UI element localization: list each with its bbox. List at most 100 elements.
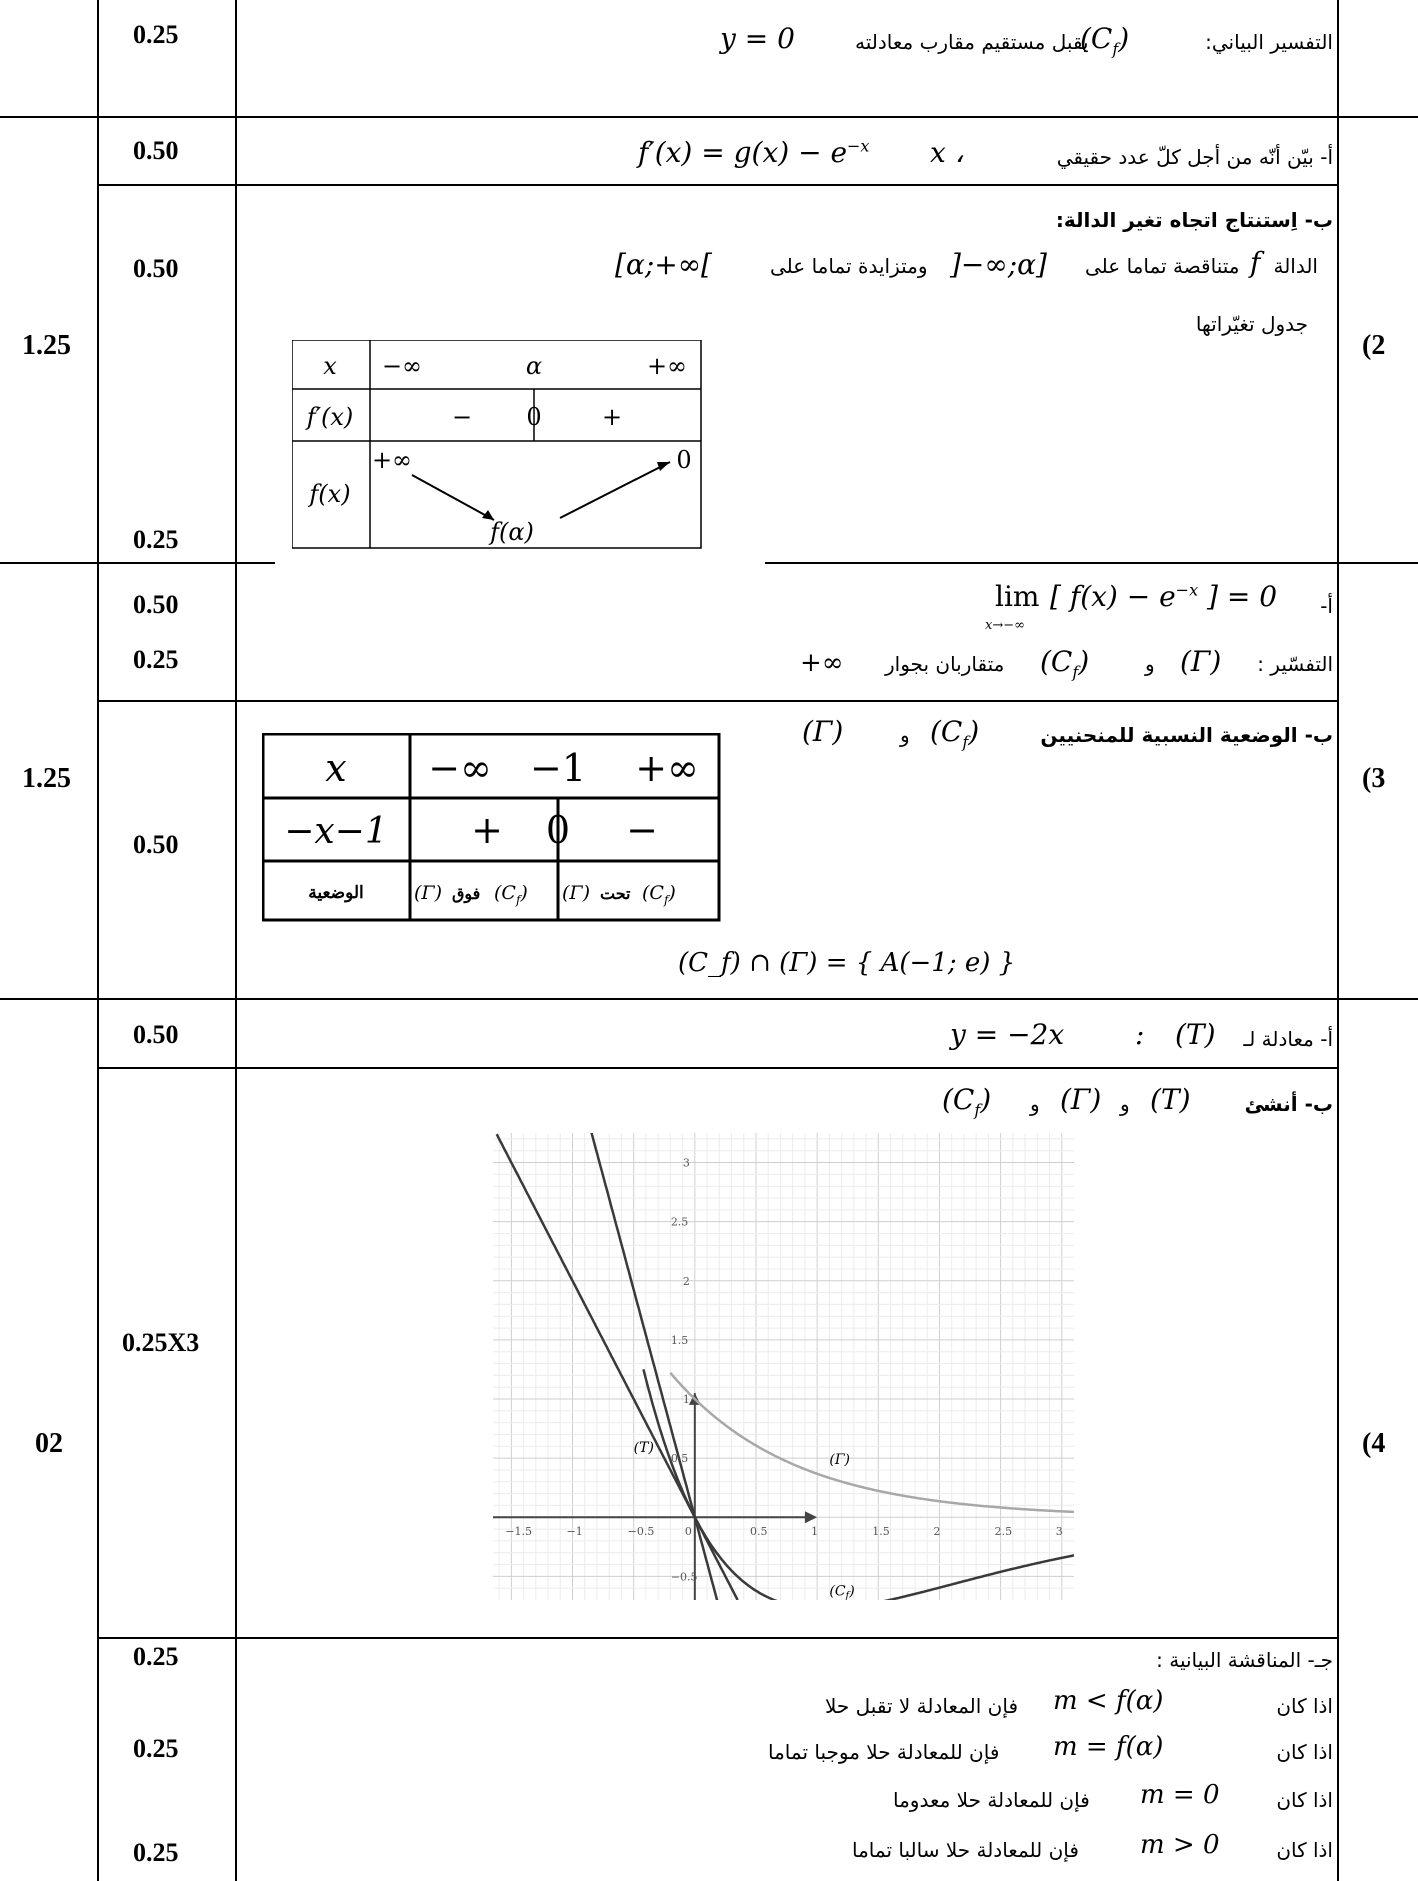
total-q3: 1.25 bbox=[22, 763, 71, 794]
q2b-head: ب- اِستنتاج اتجاه تغير الدالة: bbox=[1055, 208, 1333, 232]
y-tick-label: 2.5 bbox=[671, 1216, 689, 1229]
q4a-T: (T) bbox=[1175, 1018, 1216, 1051]
divider bbox=[97, 184, 1337, 186]
x-tick-label: 3 bbox=[1056, 1525, 1063, 1538]
q3b-intersection: (C_f) ∩ (Γ) = { A(−1; e) } bbox=[678, 948, 1016, 978]
vt-alpha: α bbox=[526, 352, 542, 380]
score-q1: 0.25 bbox=[133, 20, 179, 49]
vt-zero: 0 bbox=[526, 403, 541, 431]
pt-below-a: (Γ) bbox=[562, 882, 590, 904]
vt-minf: −∞ bbox=[382, 352, 422, 380]
y-tick-label: 2 bbox=[683, 1275, 690, 1288]
q4c-line4-res: فإن للمعادلة حلا سالبا تماما bbox=[852, 1838, 1079, 1862]
pt-above-a: (Γ) bbox=[414, 882, 442, 904]
q3b-head: ب- الوضعية النسبية للمنحنيين bbox=[1040, 723, 1333, 747]
q3a-label: أ- bbox=[1320, 594, 1333, 618]
vt-f-pinf: +∞ bbox=[372, 446, 412, 474]
score-q2b: 0.50 bbox=[133, 254, 179, 283]
vt-x: x bbox=[323, 352, 337, 380]
divider bbox=[97, 700, 1337, 702]
pt-expr: −x−1 bbox=[284, 811, 388, 852]
q4c-line1-res: فإن المعادلة لا تقبل حلا bbox=[825, 1694, 1019, 1718]
q4b-T: (T) bbox=[1150, 1083, 1191, 1116]
question-number-3: (3 bbox=[1362, 763, 1386, 794]
divider bbox=[97, 0, 99, 1881]
q4b-and2: و bbox=[1030, 1092, 1040, 1116]
x-tick-label: 2 bbox=[933, 1525, 940, 1538]
q3a-end: متقاربان بجوار bbox=[885, 652, 1005, 676]
score-q4c1: 0.25 bbox=[133, 1642, 179, 1671]
score-q4c2: 0.25 bbox=[133, 1734, 179, 1763]
vt-f: f(x) bbox=[307, 480, 350, 508]
q2b-table-title: جدول تغيّراتها bbox=[1195, 312, 1308, 336]
score-q3a2: 0.25 bbox=[133, 645, 179, 674]
x-tick-label: 1 bbox=[811, 1525, 818, 1538]
question-number-4: (4 bbox=[1362, 1428, 1386, 1459]
function-graph: −1.5 −1 −0.5 0 0.5 1 1.5 2 2.5 332.521.510.5−0.5(… bbox=[493, 1133, 1074, 1600]
q4c-line2-math: m = f(α) bbox=[1053, 1732, 1164, 1762]
position-table: x −∞ −1 +∞ −x−1 + 0 − الوضعية (Γ) فوق (C… bbox=[262, 733, 721, 922]
vt-falpha: f(α) bbox=[488, 518, 534, 546]
q4c-line2-res: فإن للمعادلة حلا موجبا تماما bbox=[768, 1740, 1000, 1764]
q3b-gamma: (Γ) bbox=[802, 715, 844, 748]
label-cf: (Cf) bbox=[829, 1583, 854, 1600]
q4c-line1-math: m < f(α) bbox=[1053, 1686, 1164, 1716]
q4c-line2-cond: اذا كان bbox=[1276, 1740, 1333, 1764]
q4a-text: أ- معادلة لـ bbox=[1243, 1027, 1333, 1051]
vt-pinf: +∞ bbox=[647, 352, 687, 380]
divider bbox=[1337, 0, 1339, 1881]
q2b-interval2: [α;+∞[ bbox=[615, 248, 712, 281]
pt-x: x bbox=[325, 746, 346, 790]
divider bbox=[0, 562, 275, 564]
q2b-interval1: ]−∞;α] bbox=[950, 248, 1047, 281]
q4c-line4-cond: اذا كان bbox=[1276, 1838, 1333, 1862]
q4a-colon: : bbox=[1135, 1018, 1145, 1051]
score-q4a: 0.50 bbox=[133, 1020, 179, 1049]
q3a-limit-expr: [ f(x) − e−x ] = 0 bbox=[1050, 580, 1278, 613]
total-q2: 1.25 bbox=[22, 330, 71, 361]
vt-fp: f′(x) bbox=[305, 403, 354, 431]
divider bbox=[0, 998, 1418, 1000]
vt-plus: + bbox=[602, 403, 622, 431]
q4b-head: ب- أنشئ bbox=[1244, 1092, 1333, 1116]
pt-m1: −1 bbox=[530, 746, 586, 790]
y-tick-label: −0.5 bbox=[671, 1570, 698, 1583]
q3a-limit: lim bbox=[995, 580, 1040, 613]
x-tick-label: 0 bbox=[685, 1525, 692, 1538]
q4b-cf: (Cf) bbox=[942, 1083, 992, 1120]
q4c-line1-cond: اذا كان bbox=[1276, 1694, 1333, 1718]
q3a-cf: (Cf) bbox=[1040, 645, 1090, 682]
q4c-line4-math: m > 0 bbox=[1140, 1830, 1220, 1860]
q2a-text: أ- بيّن أنّه من أجل كلّ عدد حقيقي bbox=[1056, 145, 1333, 169]
q2b-line1b: متناقصة تماما على bbox=[1085, 254, 1240, 278]
tangent-line bbox=[495, 1133, 739, 1600]
x-tick-label: 2.5 bbox=[995, 1525, 1013, 1538]
x-axis-arrow bbox=[804, 1511, 818, 1524]
divider bbox=[97, 1637, 1337, 1639]
divider bbox=[0, 116, 1418, 118]
q3a-and: و bbox=[1145, 652, 1155, 676]
score-q2c: 0.25 bbox=[133, 525, 179, 554]
q4c-line3-res: فإن للمعادلة حلا معدوما bbox=[893, 1788, 1090, 1812]
q3a-limit-sub: x→−∞ bbox=[985, 618, 1025, 633]
pt-pinf: +∞ bbox=[635, 746, 699, 790]
divider bbox=[235, 0, 237, 1881]
pt-minus: − bbox=[626, 808, 658, 852]
q1-label: التفسير البياني: bbox=[1205, 30, 1333, 54]
variation-table: x −∞ α +∞ f′(x) − 0 + f(x) +∞ f(α) 0 bbox=[292, 340, 702, 549]
cf-curve bbox=[642, 1368, 1074, 1600]
label-gamma: (Γ) bbox=[829, 1452, 850, 1468]
q1-text2: يقبل مستقيم مقارب معادلته bbox=[855, 30, 1089, 54]
q4c-line3-math: m = 0 bbox=[1140, 1780, 1220, 1810]
q3a-interp-label: التفسّير : bbox=[1257, 652, 1333, 676]
question-number-2: (2 bbox=[1362, 330, 1386, 361]
score-q4c3: 0.25 bbox=[133, 1838, 179, 1867]
x-tick-label: 0.5 bbox=[750, 1525, 768, 1538]
total-q4: 02 bbox=[35, 1428, 63, 1459]
x-tick-label: 1.5 bbox=[872, 1525, 890, 1538]
q4b-gamma: (Γ) bbox=[1060, 1083, 1102, 1116]
q1-cf: (Cf) bbox=[1080, 22, 1130, 59]
q4c-line3-cond: اذا كان bbox=[1276, 1788, 1333, 1812]
asymptote-line bbox=[590, 1133, 719, 1600]
